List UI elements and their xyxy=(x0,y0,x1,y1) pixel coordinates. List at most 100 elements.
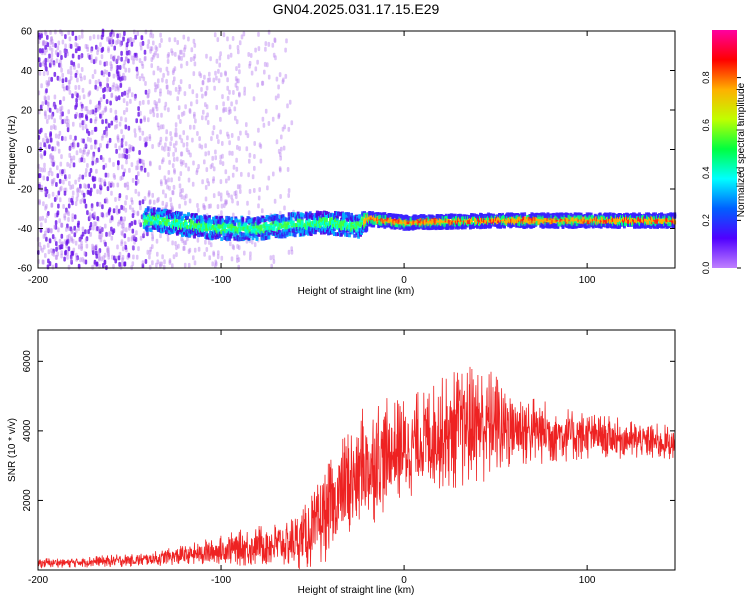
spectrogram-cell xyxy=(328,224,331,229)
spectrogram-cell xyxy=(140,35,144,41)
spectrogram-cell xyxy=(110,63,113,69)
spectrogram-cell xyxy=(110,190,113,196)
spectrogram-cell xyxy=(153,225,157,230)
spectrogram-cell xyxy=(182,34,186,40)
spectrogram-cell xyxy=(104,107,108,112)
spectrogram-cell xyxy=(238,69,241,75)
spectrogram-cell xyxy=(56,251,59,257)
spectrogram-cell xyxy=(512,222,515,227)
spectrogram-cell xyxy=(184,218,187,223)
spectrogram-cell xyxy=(49,59,53,65)
spectrogram-cell xyxy=(89,214,92,220)
spectrogram-cell xyxy=(339,211,342,216)
spectrogram-cell xyxy=(79,183,82,189)
spectrogram-cell xyxy=(153,199,156,205)
spectrogram-cell xyxy=(125,195,128,200)
spectrogram-cell xyxy=(156,112,159,118)
spectrogram-cell xyxy=(192,71,196,77)
spectrogram-cell xyxy=(205,104,209,110)
spectrogram-cell xyxy=(569,212,573,217)
spectrogram-cell xyxy=(67,246,71,252)
spectrogram-cell xyxy=(142,76,146,82)
spectrogram-cell xyxy=(142,231,146,237)
spectrogram-cell xyxy=(213,85,216,91)
spectrogram-cell xyxy=(253,141,256,146)
spectrogram-cell xyxy=(638,224,641,229)
spectrogram-cell xyxy=(115,96,118,102)
spectrogram-cell xyxy=(389,213,393,218)
spectrogram-cell xyxy=(156,259,160,265)
spectrogram-cell xyxy=(119,176,123,181)
spectrogram-cell xyxy=(105,69,109,75)
spectrogram-cell xyxy=(130,162,134,168)
spectrogram-cell xyxy=(267,175,271,181)
spectrogram-cell xyxy=(115,58,119,64)
spectrogram-cell xyxy=(204,115,208,121)
spectrogram-cell xyxy=(50,47,54,53)
spectrogram-cell xyxy=(132,146,135,152)
spectrogram-cell xyxy=(377,223,381,228)
spectrogram-cell xyxy=(107,247,110,253)
spectrogram-cell xyxy=(67,69,70,75)
spectrogram-cell xyxy=(149,199,152,205)
spectrogram-cell xyxy=(163,105,167,111)
spectrogram-cell xyxy=(44,192,48,198)
spectrogram-cell xyxy=(51,154,55,160)
spectrogram-cell xyxy=(53,94,57,100)
spectrogram-cell xyxy=(158,215,162,219)
spectrogram-cell xyxy=(168,230,172,235)
spectrogram-cell xyxy=(162,212,166,217)
spectrogram-cell xyxy=(306,212,310,217)
spectrogram-cell xyxy=(261,80,265,86)
spectrogram-cell xyxy=(97,227,101,233)
spectrogram-cell xyxy=(136,160,139,166)
spectrogram-cell xyxy=(169,90,172,96)
spectrogram-cell xyxy=(198,221,201,226)
spectrogram-cell xyxy=(286,167,290,172)
spectrogram-cell xyxy=(132,59,135,65)
spectrogram-cell xyxy=(78,35,81,40)
spectrogram-cell xyxy=(59,63,63,69)
spectrogram-cell xyxy=(587,224,591,229)
spectrogram-cell xyxy=(47,114,51,120)
spectrogram-cell xyxy=(177,243,180,249)
spectrogram-cell xyxy=(135,52,138,58)
spectrogram-cell xyxy=(140,73,144,79)
spectrogram-cell xyxy=(44,62,47,68)
spectrogram-cell xyxy=(83,149,86,155)
spectrogram-cell xyxy=(212,251,216,257)
spectrogram-marks xyxy=(36,28,677,271)
spectrogram-cell xyxy=(63,49,67,55)
spectrogram-cell xyxy=(171,207,174,213)
spectrogram-cell xyxy=(188,198,192,204)
spectrogram-cell xyxy=(98,100,101,106)
spectrogram-cell xyxy=(561,215,565,220)
spectrogram-cell xyxy=(308,214,312,219)
spectrogram-cell xyxy=(238,184,242,190)
spectrogram-cell xyxy=(227,192,231,198)
spectrogram-cell xyxy=(49,137,53,143)
spectrogram-cell xyxy=(87,229,90,235)
spectrogram-cell xyxy=(272,226,276,231)
spectrogram-cell xyxy=(264,236,268,240)
spectrogram-cell xyxy=(106,87,109,93)
spectrogram-cell xyxy=(357,232,360,237)
colorbar-label: Normalized spectral amplitude xyxy=(736,82,747,217)
spectrogram-cell xyxy=(92,250,95,255)
spectrogram-cell xyxy=(284,217,288,222)
spectrogram-cell xyxy=(174,241,177,246)
spectrogram-cell xyxy=(233,106,237,112)
spectrogram-cell xyxy=(103,69,107,75)
spectrogram-cell xyxy=(47,193,51,199)
spectrogram-cell xyxy=(219,159,222,165)
spectrogram-cell xyxy=(50,114,54,119)
spectrogram-cell xyxy=(501,212,504,217)
spectrogram-cell xyxy=(43,50,47,56)
spectrogram-cell xyxy=(121,254,125,260)
spectrogram-cell xyxy=(147,88,151,94)
spectrogram-cell xyxy=(138,150,141,155)
spectrogram-cell xyxy=(279,151,282,157)
spectrogram-cell xyxy=(195,213,198,218)
spectrogram-cell xyxy=(393,225,397,230)
spectrogram-cell xyxy=(250,229,254,234)
